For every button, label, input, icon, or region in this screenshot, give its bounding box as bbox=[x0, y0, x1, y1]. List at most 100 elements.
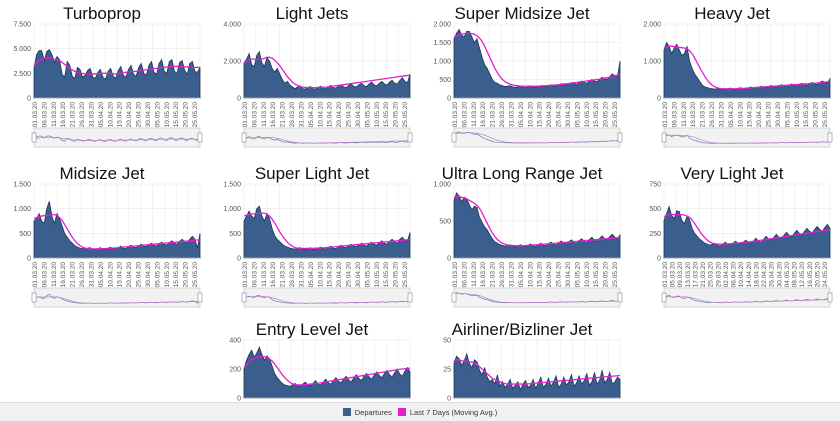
navigator-right-handle[interactable] bbox=[197, 292, 203, 303]
y-tick-label: 0 bbox=[657, 256, 661, 263]
legend-item-moving-avg[interactable]: Last 7 Days (Moving Avg.) bbox=[397, 408, 497, 417]
chart-svg: 0 500 1.000 01.03.20 06.03.20 11.03.20 16.03.2… bbox=[433, 182, 623, 308]
y-tick-label: 0 bbox=[27, 96, 31, 103]
x-tick-label: 06.03.20 bbox=[251, 262, 258, 288]
navigator-left-handle[interactable] bbox=[451, 292, 457, 303]
navigator[interactable] bbox=[241, 287, 413, 308]
navigator-right-handle[interactable] bbox=[197, 132, 203, 143]
x-tick-label: 16.03.20 bbox=[690, 102, 697, 128]
x-tick-label: 30.04.20 bbox=[776, 262, 783, 288]
navigator-left-handle[interactable] bbox=[31, 292, 37, 303]
x-tick-label: 11.03.20 bbox=[471, 262, 478, 287]
navigator-right-handle[interactable] bbox=[827, 132, 833, 143]
navigator-left-handle[interactable] bbox=[451, 132, 457, 143]
x-tick-label: 10.04.20 bbox=[107, 102, 114, 128]
navigator-right-handle[interactable] bbox=[617, 292, 623, 303]
navigator[interactable] bbox=[661, 127, 833, 148]
chart-svg: 0 500 1.000 1.500 01.03.20 06.03.20 11.03.20 16… bbox=[223, 182, 413, 308]
navigator[interactable] bbox=[31, 127, 203, 148]
y-tick-label: 50 bbox=[443, 338, 451, 345]
x-tick-label: 20.04.20 bbox=[336, 102, 343, 128]
legend-item-departures[interactable]: Departures bbox=[342, 407, 392, 417]
navigator-left-handle[interactable] bbox=[241, 132, 247, 143]
x-tick-label: 10.05.20 bbox=[164, 102, 171, 128]
x-tick-label: 01.03.20 bbox=[242, 262, 249, 288]
x-tick-label: 15.04.20 bbox=[327, 262, 334, 288]
navigator-left-handle[interactable] bbox=[241, 292, 247, 303]
x-tick-label: 20.04.20 bbox=[756, 102, 763, 128]
chart-svg: 0 2.500 5.000 7.500 01.03.20 06.03.20 11.03.20… bbox=[13, 22, 203, 148]
navigator-right-handle[interactable] bbox=[827, 292, 833, 303]
x-tick-label: 14.04.20 bbox=[746, 262, 753, 288]
navigator-moving-avg-line bbox=[453, 132, 621, 144]
x-tick-label: 01.03.20 bbox=[242, 102, 249, 128]
x-tick-label: 25.04.20 bbox=[136, 262, 143, 288]
navigator-right-handle[interactable] bbox=[617, 132, 623, 143]
navigator-left-handle[interactable] bbox=[31, 132, 37, 143]
x-tick-label: 25.05.20 bbox=[192, 102, 199, 128]
x-tick-label: 10.04.20 bbox=[107, 262, 114, 288]
x-tick-label: 08.05.20 bbox=[792, 262, 799, 288]
x-tick-label: 30.04.20 bbox=[355, 262, 362, 288]
navigator[interactable] bbox=[451, 127, 623, 148]
moving-avg-line bbox=[243, 212, 411, 250]
y-tick-label: 500 bbox=[229, 231, 241, 238]
y-tick-label: 2.000 bbox=[433, 22, 451, 29]
y-tick-label: 500 bbox=[439, 77, 451, 84]
x-tick-label: 31.03.20 bbox=[718, 102, 725, 128]
moving-avg-swatch-icon bbox=[397, 408, 406, 416]
x-tick-label: 21.03.20 bbox=[280, 102, 287, 128]
moving-avg-line bbox=[243, 56, 411, 89]
y-tick-label: 500 bbox=[439, 219, 451, 226]
x-tick-label: 20.04.20 bbox=[126, 262, 133, 288]
x-tick-label: 31.03.20 bbox=[508, 262, 515, 288]
navigator[interactable] bbox=[451, 287, 623, 308]
x-tick-label: 12.05.20 bbox=[799, 262, 806, 288]
x-tick-label: 20.04.20 bbox=[546, 102, 553, 128]
x-tick-label: 06.03.20 bbox=[671, 102, 678, 128]
chart-panel: Ultra Long Range Jet 0 500 1.000 01.03.20 06.… bbox=[422, 162, 623, 312]
x-tick-label: 06.03.20 bbox=[461, 102, 468, 128]
navigator-left-handle[interactable] bbox=[661, 132, 667, 143]
chart-svg: 0 2.000 4.000 01.03.20 06.03.20 11.03.20 16.03… bbox=[223, 22, 413, 148]
x-tick-label: 16.03.20 bbox=[270, 262, 277, 288]
x-tick-label: 15.05.20 bbox=[593, 102, 600, 128]
y-tick-label: 2.500 bbox=[13, 71, 31, 78]
navigator-right-handle[interactable] bbox=[407, 132, 413, 143]
x-tick-label: 30.04.20 bbox=[775, 102, 782, 128]
x-tick-label: 20.05.20 bbox=[393, 102, 400, 128]
x-tick-label: 20.05.20 bbox=[603, 262, 610, 288]
navigator-right-handle[interactable] bbox=[407, 292, 413, 303]
x-tick-label: 18.04.20 bbox=[753, 262, 760, 288]
x-tick-label: 10.05.20 bbox=[794, 102, 801, 128]
x-tick-label: 11.03.20 bbox=[681, 102, 688, 127]
chart-title: Entry Level Jet bbox=[255, 320, 369, 339]
x-tick-label: 15.05.20 bbox=[383, 102, 390, 128]
x-tick-label: 05.05.20 bbox=[364, 102, 371, 128]
navigator[interactable] bbox=[661, 287, 833, 308]
x-tick-label: 05.04.20 bbox=[308, 102, 315, 128]
y-tick-label: 2.000 bbox=[223, 59, 241, 66]
y-tick-label: 500 bbox=[649, 206, 661, 213]
x-tick-label: 26.03.20 bbox=[499, 102, 506, 128]
x-tick-label: 20.05.20 bbox=[603, 102, 610, 128]
navigator-left-handle[interactable] bbox=[661, 292, 667, 303]
x-tick-label: 15.05.20 bbox=[173, 262, 180, 288]
x-tick-label: 25.05.20 bbox=[612, 262, 619, 288]
x-tick-label: 16.03.20 bbox=[270, 102, 277, 128]
x-tick-label: 15.04.20 bbox=[537, 262, 544, 288]
navigator[interactable] bbox=[241, 127, 413, 148]
x-tick-label: 20.05.20 bbox=[183, 262, 190, 288]
navigator[interactable] bbox=[31, 287, 203, 308]
x-tick-label: 15.05.20 bbox=[803, 102, 810, 128]
legend-label-departures: Departures bbox=[354, 407, 392, 417]
x-tick-label: 10.04.20 bbox=[737, 102, 744, 128]
x-tick-label: 16.03.20 bbox=[60, 262, 67, 288]
x-tick-label: 05.05.20 bbox=[154, 102, 161, 128]
x-tick-label: 31.03.20 bbox=[298, 102, 305, 128]
y-tick-label: 750 bbox=[649, 182, 661, 189]
chart-svg: 0 500 1.000 1.500 01.03.20 06.03.20 11.03.20 16… bbox=[13, 182, 203, 308]
x-tick-label: 16.03.20 bbox=[480, 102, 487, 128]
x-tick-label: 05.05.20 bbox=[574, 102, 581, 128]
x-tick-label: 06.03.20 bbox=[41, 102, 48, 128]
